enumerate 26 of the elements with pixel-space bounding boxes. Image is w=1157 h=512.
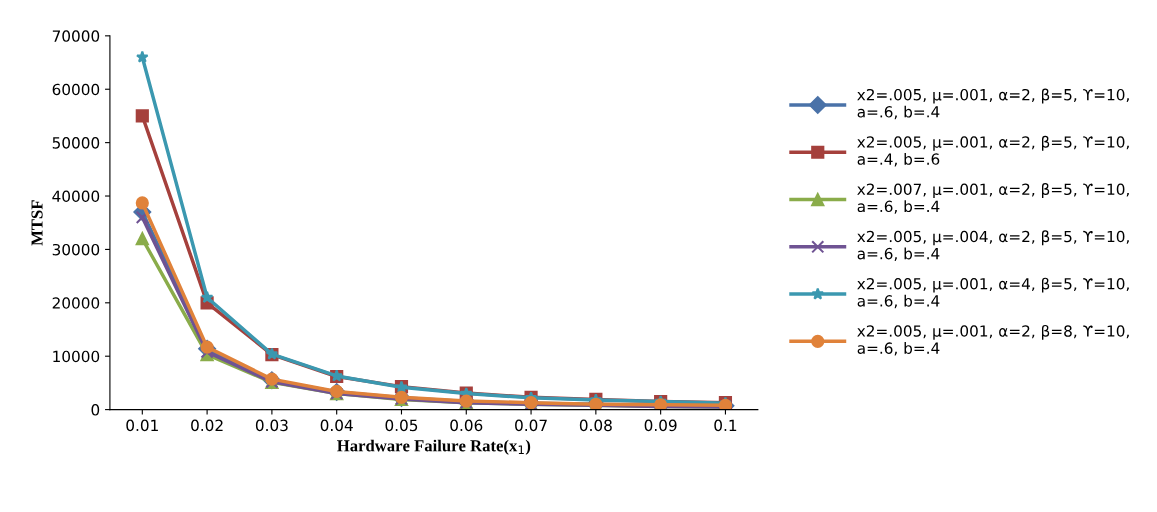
x-tick-label: 0.1: [714, 419, 737, 432]
legend-label: x2=.005, μ=.001, α=2, β=5, ϒ=10, a=.6, b=.4: [857, 88, 1129, 120]
x-tick-label: 0.07: [515, 419, 547, 432]
x-axis-title: Hardware Failure Rate(x$_{1}$): [337, 439, 531, 455]
legend-label: x2=.007, μ=.001, α=2, β=5, ϒ=10, a=.6, b=.4: [857, 183, 1129, 214]
y-tick-label: 60000: [52, 83, 100, 96]
x-tick-label: 0.06: [450, 419, 483, 432]
y-tick-label: 40000: [52, 190, 100, 203]
y-tick-label: 10000: [53, 350, 100, 363]
x-tick-label: 0.05: [385, 419, 418, 432]
x-tick-label: 0.03: [255, 419, 288, 432]
x-tick-label: 0.01: [126, 419, 158, 432]
y-tick-label: 20000: [52, 297, 100, 309]
y-tick-label: 30000: [52, 243, 100, 256]
legend-label: x2=.005, μ=.004, α=2, β=5, ϒ=10, a=.6, b=.4: [857, 230, 1129, 261]
legend-label: x2=.005, μ=.001, α=2, β=8, ϒ=10, a=.6, b=.4: [857, 324, 1129, 356]
x-tick-label: 0.02: [191, 419, 223, 432]
x-tick-label: 0.08: [579, 419, 612, 432]
y-tick-label: 50000: [52, 137, 100, 149]
x-tick-label: 0.04: [320, 419, 353, 432]
y-axis-title: MTSF: [31, 200, 43, 246]
y-tick-label: 70000: [52, 30, 100, 42]
y-tick-label: 0: [91, 404, 100, 416]
legend-label: x2=.005, μ=.001, α=4, β=5, ϒ=10, a=.6, b=.4: [857, 277, 1129, 309]
x-tick-label: 0.09: [644, 419, 677, 432]
legend-label: x2=.005, μ=.001, α=2, β=5, ϒ=10, a=.4, b=.6: [857, 135, 1129, 167]
